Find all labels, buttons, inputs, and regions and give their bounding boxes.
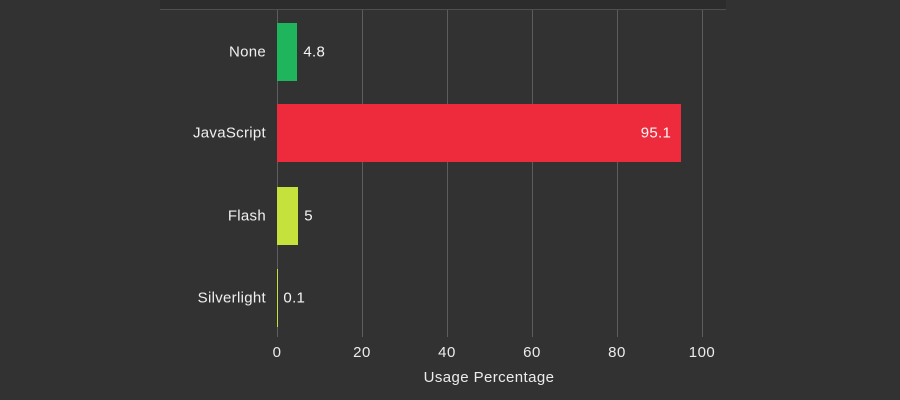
bar-row: None 4.8 [0,23,900,81]
bar [277,104,682,162]
value-label: 5 [304,207,313,225]
category-label: None [228,43,266,61]
bar-row: Flash 5 [0,187,900,245]
video-frame-edge [160,0,726,10]
value-label: 95.1 [640,124,672,142]
value-label: 4.8 [303,43,326,61]
x-tick-label: 20 [353,344,371,361]
x-tick-label: 60 [523,344,541,361]
x-tick-label: 80 [608,344,626,361]
gridline [277,10,278,337]
gridline [362,10,363,337]
category-label: JavaScript [192,124,266,142]
category-label: Silverlight [197,289,266,307]
bar-row: JavaScript 95.1 [0,104,900,162]
gridline [447,10,448,337]
gridline [532,10,533,337]
bar-row: Silverlight 0.1 [0,269,900,327]
bar [277,187,299,245]
x-axis-title: Usage Percentage [423,369,555,386]
category-label: Flash [227,207,266,225]
gridline [702,10,703,337]
value-label: 0.1 [283,289,306,307]
x-tick-label: 0 [272,344,282,361]
x-tick-label: 40 [438,344,456,361]
gridline [617,10,618,337]
bar [277,23,298,81]
x-tick-label: 100 [688,344,716,361]
